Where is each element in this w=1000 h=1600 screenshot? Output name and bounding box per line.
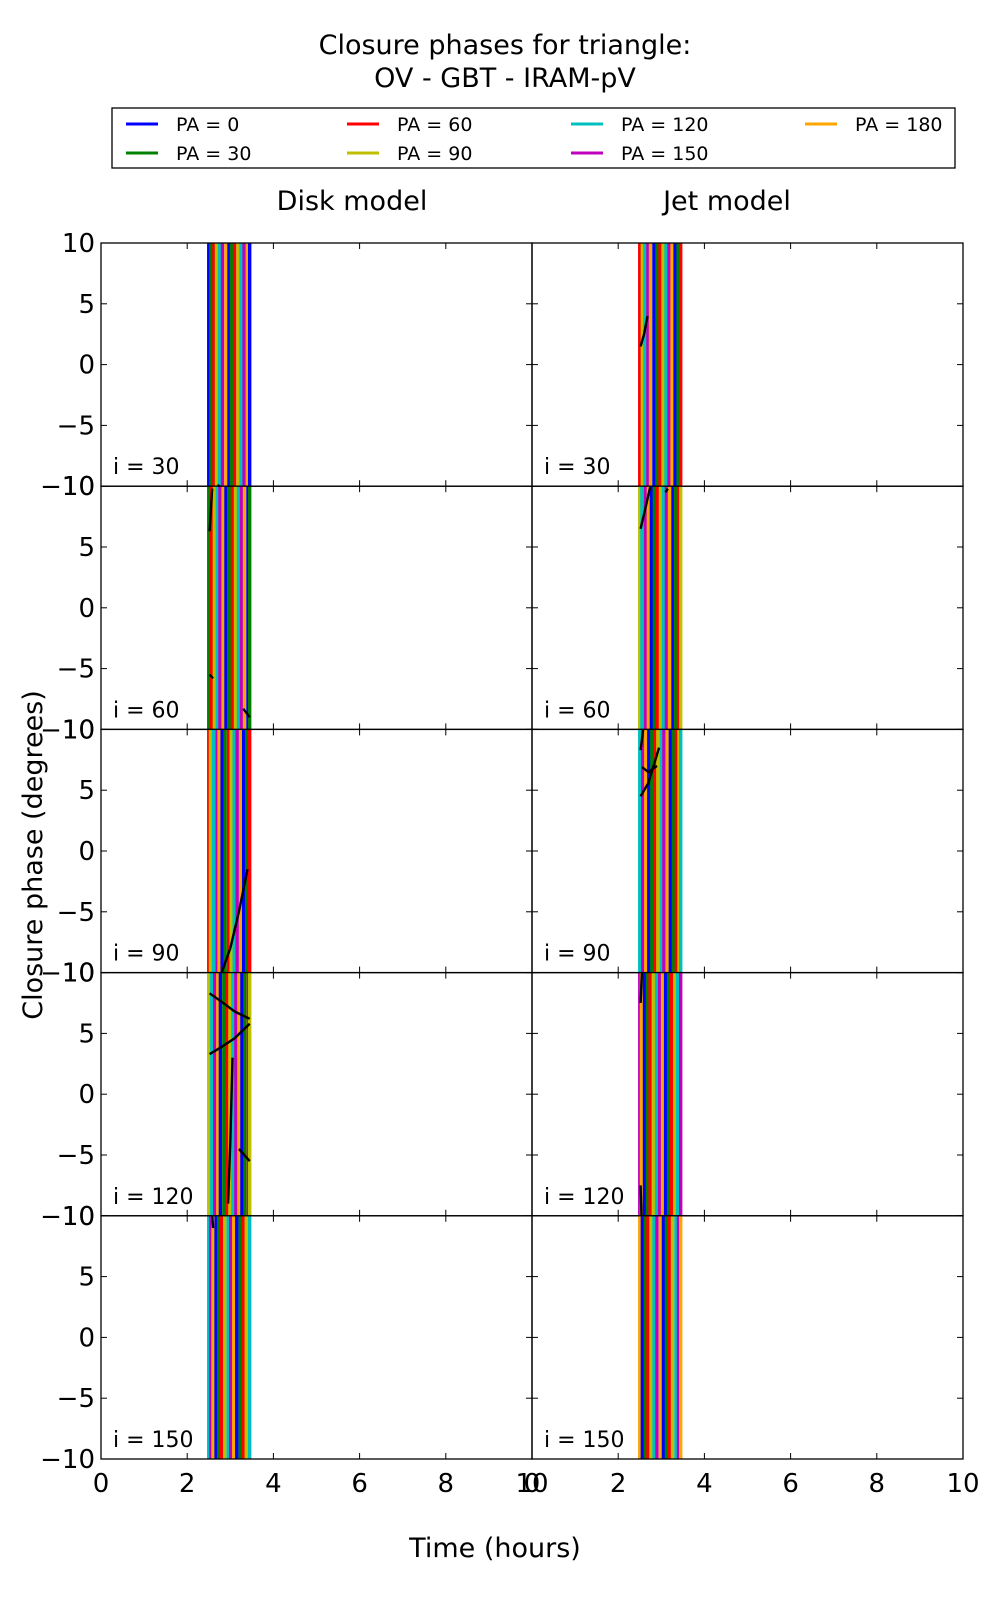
y-tick-label: 0 <box>78 1080 95 1110</box>
y-axis-label: Closure phase (degrees) <box>18 690 49 1020</box>
y-tick-label: −10 <box>40 1202 95 1232</box>
black-curve <box>639 315 649 347</box>
panel-jet_model-row-5: 0 2 4 6 8 10 i = 150 <box>524 1215 980 1499</box>
y-tick-label: 0 <box>78 351 95 381</box>
legend: PA = 0 PA = 30 PA = 60 PA = 90 PA = 120 PA = … <box>111 107 956 169</box>
plot-area <box>638 243 683 487</box>
panel-disk_model-row-1: −10 −5 0 5 10 i = 30 <box>40 229 533 502</box>
y-tick-label: 10 <box>62 229 95 259</box>
plot-area <box>207 486 252 730</box>
black-curve <box>639 729 645 751</box>
plot-area <box>638 486 683 730</box>
x-tick-label: 8 <box>869 1469 886 1499</box>
legend-label: PA = 120 <box>621 114 709 136</box>
legend-label: PA = 90 <box>397 143 472 165</box>
x-tick-label: 4 <box>265 1469 282 1499</box>
black-curve <box>220 868 249 973</box>
y-tick-label: −5 <box>57 655 95 685</box>
plot-area <box>638 729 683 973</box>
plot-area <box>638 1215 683 1459</box>
y-tick-label: 0 <box>78 1323 95 1353</box>
x-tick-label: 2 <box>179 1469 196 1499</box>
black-curve <box>238 1148 251 1162</box>
panel-jet_model-row-2: i = 60 <box>531 485 964 731</box>
x-tick-label: 2 <box>610 1469 627 1499</box>
plot-area <box>207 243 252 487</box>
inclination-label: i = 150 <box>113 1428 194 1453</box>
y-tick-label: 10 <box>62 715 95 745</box>
inclination-label: i = 30 <box>113 455 180 480</box>
y-tick-label: 5 <box>78 290 95 320</box>
x-tick-label: 10 <box>946 1469 979 1499</box>
y-tick-label: 10 <box>62 959 95 989</box>
y-tick-label: −5 <box>57 1384 95 1414</box>
y-tick-label: 0 <box>78 594 95 624</box>
black-curve <box>208 1022 251 1056</box>
plot-area <box>207 729 252 973</box>
inclination-label: i = 90 <box>113 942 180 967</box>
black-curve <box>664 487 669 493</box>
y-tick-label: −5 <box>57 898 95 928</box>
y-tick-label: 10 <box>62 1202 95 1232</box>
inclination-label: i = 30 <box>544 455 611 480</box>
x-tick-label: 4 <box>696 1469 713 1499</box>
panel-disk_model-row-3: −10 −5 0 5 10 i = 90 <box>40 715 533 989</box>
y-tick-label: 5 <box>78 776 95 806</box>
x-tick-label: 8 <box>438 1469 455 1499</box>
inclination-label: i = 60 <box>544 698 611 723</box>
legend-box <box>111 107 956 169</box>
inclination-label: i = 120 <box>113 1185 194 1210</box>
black-curve <box>242 707 251 718</box>
plot-area <box>207 1215 252 1459</box>
inclination-label: i = 150 <box>544 1428 625 1453</box>
inclination-label: i = 60 <box>113 698 180 723</box>
x-tick-label: 6 <box>782 1469 799 1499</box>
black-curve <box>208 992 251 1020</box>
y-tick-label: 5 <box>78 533 95 563</box>
inclination-label: i = 120 <box>544 1185 625 1210</box>
panel-grid: −10 −5 0 5 10 i = 30 −10 −5 0 5 10 i = 60 −10 −5 0 5 10 i… <box>40 229 979 1499</box>
chart-subtitle: OV - GBT - IRAM-pV <box>374 63 636 94</box>
black-curve <box>639 1185 643 1216</box>
legend-label: PA = 0 <box>176 114 239 136</box>
plot-area <box>207 972 252 1216</box>
black-curve <box>639 747 661 797</box>
y-tick-label: −10 <box>40 959 95 989</box>
column-title-jet-model: Jet model <box>661 186 791 217</box>
y-tick-label: −10 <box>40 1445 95 1475</box>
y-tick-label: 0 <box>78 837 95 867</box>
black-curve <box>639 487 652 530</box>
legend-label: PA = 180 <box>855 114 943 136</box>
x-tick-label: 0 <box>524 1469 541 1499</box>
black-curve <box>641 764 658 774</box>
y-tick-label: −10 <box>40 472 95 502</box>
legend-label: PA = 30 <box>176 143 251 165</box>
black-curve <box>639 972 644 1004</box>
chart-title: Closure phases for triangle: <box>319 30 692 61</box>
column-title-disk-model: Disk model <box>277 186 428 217</box>
legend-label: PA = 60 <box>397 114 472 136</box>
x-tick-label: 0 <box>93 1469 110 1499</box>
black-curve <box>211 1215 215 1229</box>
x-axis-label: Time (hours) <box>408 1533 581 1564</box>
legend-label: PA = 150 <box>621 143 709 165</box>
y-tick-label: 5 <box>78 1019 95 1049</box>
x-tick-label: 6 <box>351 1469 368 1499</box>
plot-area <box>638 972 683 1216</box>
y-tick-label: −10 <box>40 715 95 745</box>
y-tick-label: 10 <box>62 472 95 502</box>
black-curve <box>208 673 214 680</box>
panel-jet_model-row-4: i = 120 <box>531 971 964 1217</box>
inclination-label: i = 90 <box>544 942 611 967</box>
black-curve <box>208 488 214 532</box>
y-tick-label: −5 <box>57 411 95 441</box>
panel-jet_model-row-1: i = 30 <box>531 242 964 487</box>
y-tick-label: −5 <box>57 1141 95 1171</box>
y-tick-label: 5 <box>78 1263 95 1293</box>
black-curve <box>226 1057 234 1204</box>
x-tick-label: 10 <box>515 1469 548 1499</box>
